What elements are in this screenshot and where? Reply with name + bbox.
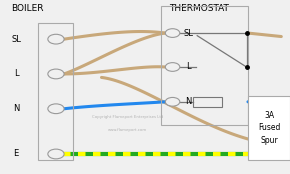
Text: Copyright Flameport Enterprises Ltd: Copyright Flameport Enterprises Ltd xyxy=(92,115,163,118)
Circle shape xyxy=(165,97,180,106)
Text: BOILER: BOILER xyxy=(11,4,44,13)
Text: N: N xyxy=(185,97,192,106)
Text: L: L xyxy=(186,62,191,72)
Text: E: E xyxy=(13,149,19,159)
Circle shape xyxy=(48,34,64,44)
Text: SL: SL xyxy=(11,35,21,44)
Bar xyxy=(248,96,290,160)
Bar xyxy=(193,97,222,107)
Circle shape xyxy=(165,29,180,37)
Circle shape xyxy=(48,104,64,114)
Text: THERMOSTAT: THERMOSTAT xyxy=(169,4,229,13)
Bar xyxy=(161,6,248,125)
Text: SL: SL xyxy=(184,29,193,38)
Text: N: N xyxy=(13,104,19,113)
Bar xyxy=(38,23,72,160)
Text: 3A
Fused
Spur: 3A Fused Spur xyxy=(258,111,280,145)
Circle shape xyxy=(48,149,64,159)
Text: www.flameport.com: www.flameport.com xyxy=(108,129,147,132)
Text: L: L xyxy=(14,69,18,78)
Circle shape xyxy=(165,63,180,71)
Circle shape xyxy=(48,69,64,79)
